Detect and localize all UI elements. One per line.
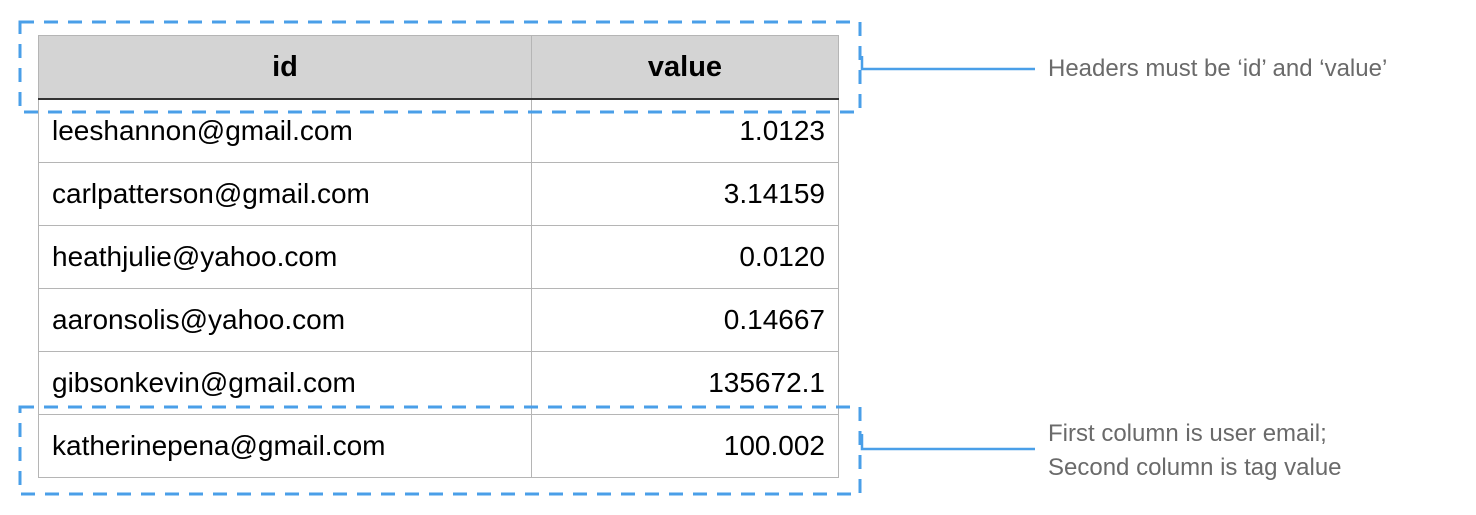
email-cell: heathjulie@yahoo.com bbox=[38, 225, 532, 289]
header-value: value bbox=[531, 35, 839, 100]
email-cell: gibsonkevin@gmail.com bbox=[38, 351, 532, 415]
table-row: aaronsolis@yahoo.com 0.14667 bbox=[38, 288, 839, 352]
columns-callout-line bbox=[860, 434, 1035, 451]
header-annotation: Headers must be ‘id’ and ‘value’ bbox=[1048, 55, 1388, 82]
columns-annotation-line-1: First column is user email; bbox=[1048, 420, 1327, 447]
email-cell: leeshannon@gmail.com bbox=[38, 98, 532, 163]
columns-highlight-box bbox=[18, 405, 862, 496]
value-cell: 100.002 bbox=[531, 414, 839, 478]
header-callout-line bbox=[860, 56, 1035, 71]
columns-annotation-line-2: Second column is tag value bbox=[1048, 454, 1342, 481]
table-row: carlpatterson@gmail.com 3.14159 bbox=[38, 162, 839, 226]
value-cell: 3.14159 bbox=[531, 162, 839, 226]
table-row: leeshannon@gmail.com 1.0123 bbox=[38, 98, 839, 163]
data-table: id value leeshannon@gmail.com 1.0123 car… bbox=[38, 35, 839, 478]
email-cell: aaronsolis@yahoo.com bbox=[38, 288, 532, 352]
table-row: katherinepena@gmail.com 100.002 bbox=[38, 414, 839, 478]
value-cell: 0.14667 bbox=[531, 288, 839, 352]
email-cell: katherinepena@gmail.com bbox=[38, 414, 532, 478]
value-cell: 0.0120 bbox=[531, 225, 839, 289]
header-id: id bbox=[38, 35, 532, 100]
email-cell: carlpatterson@gmail.com bbox=[38, 162, 532, 226]
header-row: id value bbox=[38, 35, 839, 100]
table-row: heathjulie@yahoo.com 0.0120 bbox=[38, 225, 839, 289]
header-highlight-box bbox=[18, 20, 862, 114]
table-row: gibsonkevin@gmail.com 135672.1 bbox=[38, 351, 839, 415]
